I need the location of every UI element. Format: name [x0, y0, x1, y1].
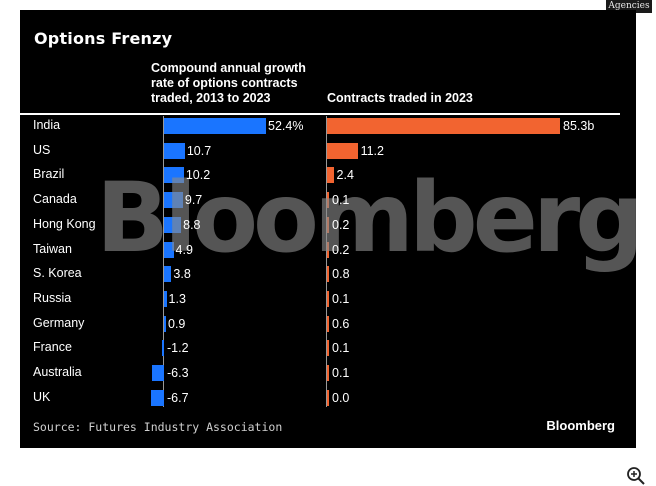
country-label-us: US [33, 142, 51, 157]
contracts-value-russia: 0.1 [332, 291, 350, 306]
cagr-bar-taiwan [164, 241, 174, 258]
cagr-value-india: 52.4% [268, 119, 304, 133]
bloomberg-logo: Bloomberg [546, 418, 615, 433]
zoom-in-icon[interactable] [626, 466, 646, 486]
agency-tag: Agencies [606, 0, 652, 13]
contracts-bar-canada [327, 192, 329, 209]
contracts-column-header: Contracts traded in 2023 [327, 91, 473, 105]
contracts-bar-taiwan [327, 241, 329, 258]
cagr-bar-hong-kong [164, 216, 182, 233]
cagr-bar-india [164, 118, 266, 134]
cagr-column-header: Compound annual growth rate of options c… [151, 61, 306, 105]
contracts-value-france: 0.1 [332, 341, 350, 356]
cagr-value-australia: -6.3 [167, 366, 189, 380]
cagr-value-canada: 9.7 [184, 193, 203, 208]
contracts-value-india: 85.3b [563, 119, 595, 133]
cagr-value-france: -1.2 [167, 341, 189, 356]
country-label-india: India [33, 118, 61, 132]
contracts-value-taiwan: 0.2 [332, 242, 350, 257]
country-label-taiwan: Taiwan [33, 241, 72, 256]
cagr-bar-australia [151, 365, 164, 381]
contracts-value-uk: 0.0 [332, 390, 350, 405]
contracts-value-germany: 0.6 [332, 316, 350, 331]
country-label-france: France [33, 340, 72, 355]
cagr-bar-germany [164, 315, 166, 332]
cagr-bar-canada [164, 192, 183, 209]
header-divider [20, 113, 620, 115]
cagr-value-brazil: 10.2 [185, 168, 211, 183]
country-label-brazil: Brazil [33, 167, 65, 182]
cagr-value-taiwan: 4.9 [175, 242, 193, 257]
contracts-bar-france [327, 340, 329, 357]
country-label-canada: Canada [33, 192, 77, 207]
contracts-bar-us [327, 142, 358, 159]
contracts-bar-australia [327, 365, 329, 381]
source-note: Source: Futures Industry Association [33, 420, 283, 434]
contracts-bar-brazil [327, 167, 334, 184]
cagr-value-us: 10.7 [186, 143, 212, 158]
country-label-uk: UK [33, 389, 51, 404]
contracts-bar-s-korea [327, 266, 330, 283]
contracts-bar-uk [327, 389, 329, 406]
country-label-russia: Russia [33, 290, 72, 305]
cagr-value-hong-kong: 8.8 [183, 217, 201, 232]
cagr-bar-france [161, 340, 164, 357]
cagr-value-germany: 0.9 [168, 316, 186, 331]
cagr-bar-us [164, 142, 185, 159]
contracts-bar-germany [327, 315, 329, 332]
cagr-value-russia: 1.3 [168, 291, 186, 306]
contracts-value-hong-kong: 0.2 [332, 217, 350, 232]
cagr-bar-uk [150, 389, 164, 406]
contracts-bar-hong-kong [327, 216, 329, 233]
contracts-value-brazil: 2.4 [336, 168, 354, 183]
contracts-zero-axis [326, 116, 327, 407]
contracts-bar-india [327, 118, 560, 134]
cagr-bar-s-korea [164, 266, 172, 283]
cagr-value-uk: -6.7 [167, 390, 189, 405]
country-label-australia: Australia [33, 365, 82, 379]
contracts-value-us: 11.2 [360, 143, 384, 158]
cagr-bar-brazil [164, 167, 184, 184]
contracts-bar-russia [327, 290, 329, 307]
cagr-zero-axis [163, 116, 164, 407]
contracts-value-s-korea: 0.8 [332, 267, 350, 282]
chart-title: Options Frenzy [34, 29, 173, 48]
country-label-hong-kong: Hong Kong [33, 216, 96, 231]
country-label-s-korea: S. Korea [33, 266, 82, 281]
cagr-value-s-korea: 3.8 [173, 267, 191, 282]
contracts-value-canada: 0.1 [332, 193, 350, 208]
country-label-germany: Germany [33, 315, 85, 330]
cagr-bar-russia [164, 290, 167, 307]
contracts-value-australia: 0.1 [332, 366, 350, 380]
chart-card: Options Frenzy Compound annual growth ra… [20, 10, 636, 448]
